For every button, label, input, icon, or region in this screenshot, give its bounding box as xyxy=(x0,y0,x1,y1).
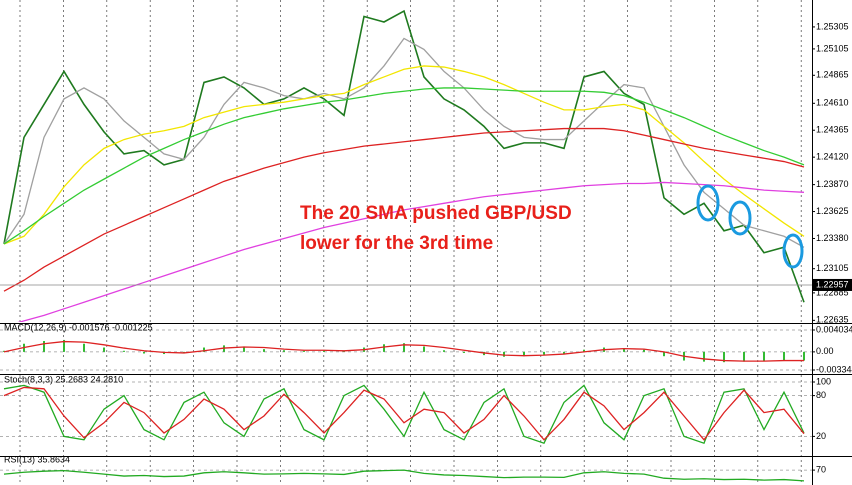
y-tick-label: 1.25305 xyxy=(816,21,849,31)
y-tick-label: 1.24865 xyxy=(816,70,849,80)
y-tick-label: 1.25105 xyxy=(816,43,849,53)
histogram-bar xyxy=(43,341,45,352)
histogram-bar xyxy=(503,351,505,357)
histogram-bar xyxy=(343,351,345,352)
highlight-circle xyxy=(728,200,752,236)
indicator-label: RSI(13) 35.8634 xyxy=(4,454,70,464)
annotation: The 20 SMA pushed GBP/USD xyxy=(300,203,572,224)
y-tick-label: 70 xyxy=(816,464,826,474)
histogram-bar xyxy=(323,350,325,352)
panel xyxy=(0,469,812,482)
histogram-bar xyxy=(463,351,465,353)
y-tick-label: 1.24610 xyxy=(816,98,849,108)
histogram-bar xyxy=(103,347,105,352)
histogram-bar xyxy=(63,339,65,352)
series-line xyxy=(3,384,805,445)
histogram-bar xyxy=(703,351,705,362)
histogram-bar xyxy=(543,351,545,355)
histogram-bar xyxy=(523,351,525,357)
panel xyxy=(0,381,812,445)
highlight-circle xyxy=(782,233,804,269)
y-tick-label: 1.22635 xyxy=(816,315,849,325)
y-tick-label: 1.23105 xyxy=(816,263,849,273)
y-tick-label: 0.00 xyxy=(816,346,834,356)
histogram-bar xyxy=(563,351,565,354)
y-tick-label: 0.004034 xyxy=(816,324,852,334)
histogram-bar xyxy=(243,346,245,352)
histogram-bar xyxy=(203,347,205,352)
histogram-bar xyxy=(783,351,785,361)
y-tick-label: 1.23380 xyxy=(816,233,849,243)
series-line xyxy=(3,127,805,292)
histogram-bar xyxy=(723,351,725,363)
histogram-bar xyxy=(743,351,745,362)
histogram-bar xyxy=(403,343,405,352)
histogram-bar xyxy=(83,343,85,352)
y-tick-label: 20 xyxy=(816,431,826,441)
histogram-bar xyxy=(763,351,765,362)
indicator-label: MACD(12,26,9) -0.001576 -0.001225 xyxy=(4,322,153,332)
series-line xyxy=(3,386,805,441)
series-line xyxy=(3,37,805,248)
histogram-bar xyxy=(423,346,425,352)
y-tick-label: 1.23625 xyxy=(816,206,849,216)
histogram-bar xyxy=(663,351,665,357)
y-tick-label: 1.22885 xyxy=(816,287,849,297)
histogram-bar xyxy=(143,351,145,354)
plot-area xyxy=(0,9,812,482)
y-tick-label: -0.003344 xyxy=(816,364,852,374)
series-line xyxy=(3,65,805,245)
y-tick-label: 100 xyxy=(816,376,831,386)
histogram-bar xyxy=(303,350,305,352)
series-line xyxy=(3,87,805,245)
y-tick-label: 1.24120 xyxy=(816,152,849,162)
histogram-bar xyxy=(443,350,445,352)
histogram-bar xyxy=(123,350,125,352)
y-tick-label: 80 xyxy=(816,390,826,400)
indicator-label: Stoch(8,3,3) 25.2683 24.2810 xyxy=(4,374,123,384)
y-tick-label: 1.23870 xyxy=(816,179,849,189)
histogram-bar xyxy=(643,349,645,352)
time-separators xyxy=(19,0,802,485)
histogram-bar xyxy=(383,344,385,352)
panel xyxy=(0,9,812,322)
series-line xyxy=(3,469,805,482)
last-price-label: 1.22957 xyxy=(816,279,849,289)
series-line xyxy=(3,9,805,303)
series-line xyxy=(3,340,804,362)
histogram-bar xyxy=(283,350,285,352)
histogram-bar xyxy=(623,348,625,352)
y-tick-label: 1.24365 xyxy=(816,125,849,135)
histogram-bar xyxy=(583,349,585,352)
highlight-circle xyxy=(696,184,720,222)
last-price-box xyxy=(813,278,852,291)
histogram-bar xyxy=(263,349,265,352)
annotation: lower for the 3rd time xyxy=(300,233,493,254)
histogram-bar xyxy=(803,351,805,361)
panel xyxy=(0,329,812,371)
